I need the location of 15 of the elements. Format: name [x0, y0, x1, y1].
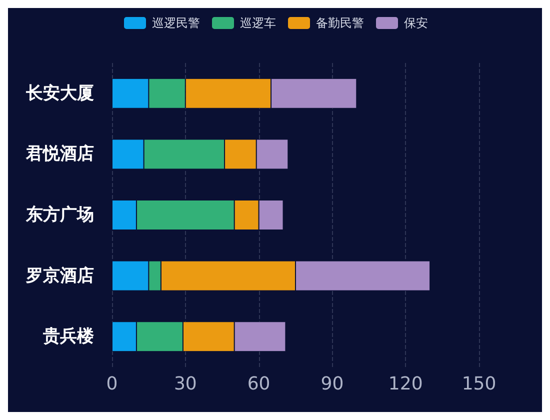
- legend-label: 备勤民警: [316, 16, 364, 30]
- y-tick-label: 君悦酒店: [25, 144, 94, 164]
- x-tick-label: 0: [106, 374, 118, 394]
- y-tick-label: 贵兵楼: [42, 326, 95, 347]
- x-tick-label: 120: [388, 374, 423, 394]
- y-tick-label: 东方广场: [25, 205, 94, 225]
- x-tick-label: 60: [247, 374, 270, 394]
- x-tick-label: 90: [320, 374, 344, 394]
- x-tick-label: 30: [174, 374, 197, 394]
- legend-label: 保安: [404, 16, 428, 30]
- legend-label: 巡逻民警: [152, 16, 200, 30]
- x-tick-label: 150: [462, 374, 496, 394]
- y-tick-label: 罗京酒店: [25, 266, 94, 286]
- y-tick-label: 长安大厦: [25, 83, 94, 104]
- legend-label: 巡逻车: [240, 16, 276, 30]
